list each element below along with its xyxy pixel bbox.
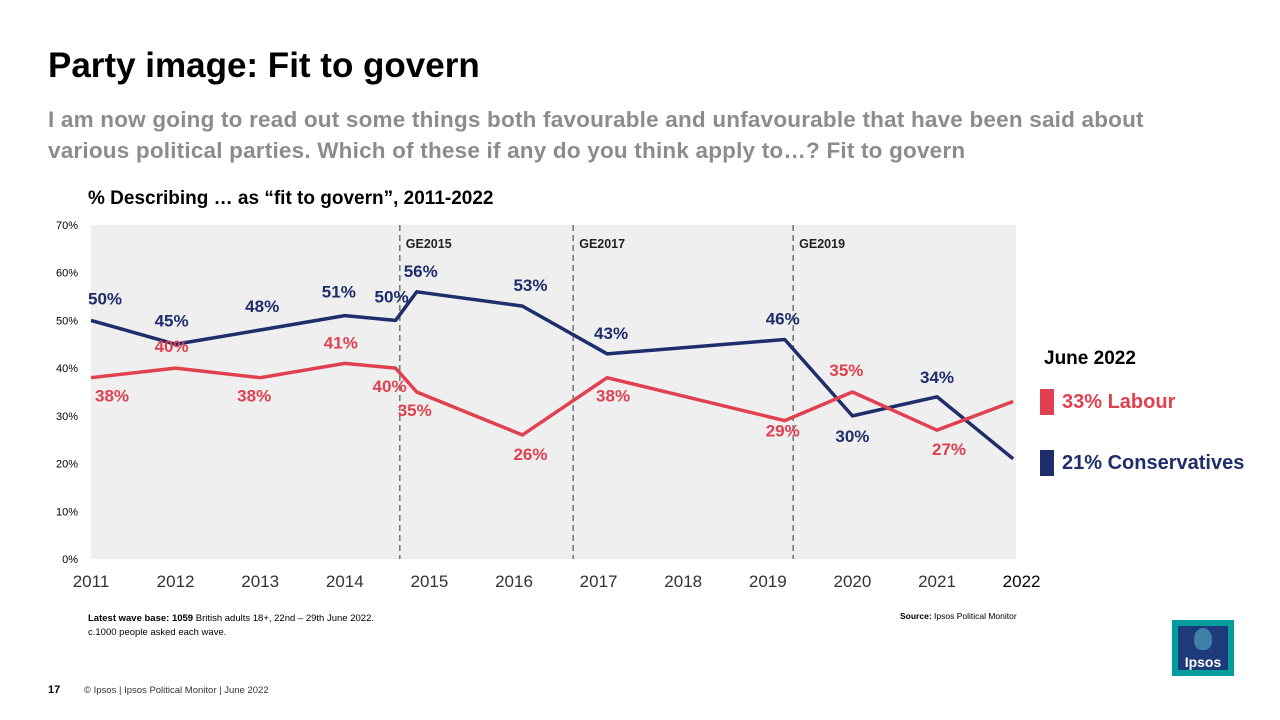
x-tick-label: 2017 (580, 572, 618, 591)
data-label-labour: 26% (513, 445, 547, 464)
legend-swatch-labour (1040, 389, 1054, 415)
logo-text: Ipsos (1184, 654, 1222, 670)
legend-swatch-conservatives (1040, 450, 1054, 476)
source-text: Ipsos Political Monitor (931, 611, 1017, 621)
data-label-labour: 27% (932, 440, 966, 459)
data-label-conservatives: 46% (766, 310, 800, 329)
x-tick-label: 2021 (918, 572, 956, 591)
election-label: GE2019 (799, 237, 845, 251)
x-tick-label: 2016 (495, 572, 533, 591)
data-label-conservatives: 56% (404, 262, 438, 281)
question-text: I am now going to read out some things b… (48, 107, 1144, 163)
election-label: GE2015 (406, 237, 452, 251)
data-label-conservatives: 48% (245, 297, 279, 316)
legend-label-conservatives: 21% Conservatives (1062, 451, 1245, 474)
data-label-conservatives: 43% (594, 324, 628, 343)
page-number: 17 (48, 684, 61, 696)
data-label-conservatives: 30% (835, 427, 869, 446)
series-line-conservatives (90, 290, 1015, 461)
data-label-labour: 29% (766, 422, 800, 441)
data-label-labour: 35% (829, 361, 863, 380)
y-tick-label: 40% (56, 363, 78, 375)
x-tick-label: 2015 (410, 572, 448, 591)
x-tick-label: 2011 (73, 572, 110, 591)
y-tick-label: 30% (56, 411, 78, 423)
data-label-labour: 40% (373, 377, 407, 396)
x-tick-label: 2019 (749, 572, 787, 591)
data-label-conservatives: 50% (88, 289, 122, 308)
series-line-labour (90, 361, 1014, 437)
y-tick-label: 70% (56, 220, 78, 232)
source-label: Source: (900, 611, 932, 621)
y-tick-label: 10% (56, 506, 78, 518)
x-tick-label: 2014 (326, 572, 364, 591)
logo-head-icon (1194, 628, 1212, 650)
data-label-conservatives: 50% (375, 287, 409, 306)
footnote-detail: British adults 18+, 22nd – 29th June 202… (193, 613, 374, 624)
data-label-conservatives: 45% (155, 311, 189, 330)
x-tick-label: 2018 (664, 572, 702, 591)
data-label-conservatives: 34% (920, 368, 954, 387)
footnote-base: Latest wave base: 1059 (88, 613, 194, 624)
data-label-labour: 35% (398, 401, 432, 420)
data-label-labour: 40% (155, 337, 189, 356)
y-tick-label: 20% (56, 459, 78, 471)
legend-label-labour: 33% Labour (1062, 390, 1176, 413)
page-title: Party image: Fit to govern (48, 46, 480, 85)
x-tick-label: 2022 (1003, 572, 1041, 591)
plot-area (91, 225, 1016, 559)
data-label-conservatives: 51% (322, 283, 356, 302)
x-tick-label: 2013 (241, 572, 279, 591)
data-label-conservatives: 53% (513, 276, 547, 295)
data-label-labour: 38% (596, 387, 630, 406)
data-label-labour: 41% (324, 333, 358, 352)
data-label-labour: 38% (95, 387, 129, 406)
footnote: Latest wave base: 1059 British adults 18… (88, 612, 374, 640)
x-tick-label: 2012 (157, 572, 195, 591)
ipsos-logo: Ipsos (1172, 620, 1234, 676)
legend-title: June 2022 (1044, 348, 1136, 369)
footnote-line2: c.1000 people asked each wave. (88, 627, 227, 638)
chart-heading: % Describing … as “fit to govern”, 2011-… (88, 188, 494, 209)
y-tick-label: 50% (56, 315, 78, 327)
election-label: GE2017 (579, 237, 625, 251)
legend-item-conservatives: 21% Conservatives (1040, 449, 1244, 477)
source-note: Source: Ipsos Political Monitor (900, 611, 1017, 621)
legend-item-labour: 33% Labour (1040, 388, 1175, 416)
y-tick-label: 0% (62, 554, 78, 566)
x-tick-label: 2020 (833, 572, 871, 591)
data-label-labour: 38% (237, 387, 271, 406)
footer-text: © Ipsos | Ipsos Political Monitor | June… (84, 685, 269, 696)
y-tick-label: 60% (56, 268, 78, 280)
